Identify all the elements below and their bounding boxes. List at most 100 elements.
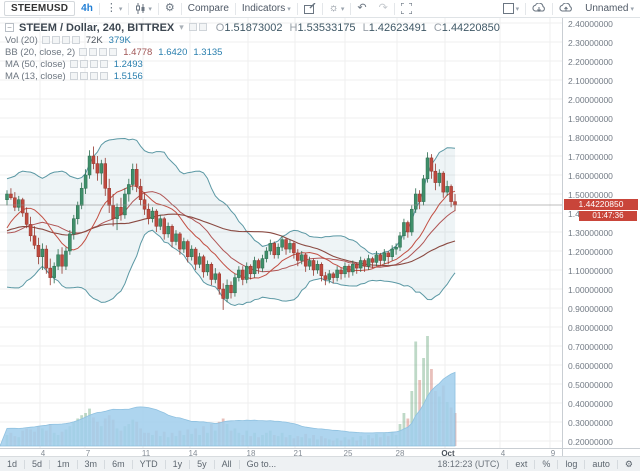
indicator-row: Vol (20) 72K 379K — [5, 34, 505, 46]
eye-icon[interactable] — [69, 60, 78, 68]
dots-vertical-icon: ⋮ — [105, 2, 117, 14]
range-button-1d[interactable]: 1d — [7, 459, 18, 469]
symbol-input[interactable]: STEEMUSD — [4, 1, 76, 16]
indicator-name[interactable]: Vol (20) — [5, 34, 38, 46]
eye-icon[interactable] — [41, 36, 50, 44]
fullscreen-icon — [400, 3, 412, 14]
divider — [213, 459, 215, 469]
redo-button[interactable]: ↷ — [373, 0, 394, 17]
indicator-values: 1.4778 1.6420 1.3135 — [123, 47, 228, 58]
chart-style-button[interactable]: ▾ — [129, 0, 158, 17]
divider — [164, 459, 166, 469]
divider — [616, 459, 618, 469]
settings-icon[interactable] — [79, 72, 88, 80]
divider — [296, 2, 298, 15]
eye-icon[interactable] — [79, 48, 88, 56]
redo-icon: ↷ — [378, 2, 388, 14]
publish-idea-button[interactable] — [298, 0, 322, 17]
close-icon[interactable] — [109, 48, 118, 56]
fullscreen-button[interactable] — [395, 0, 418, 17]
settings-icon[interactable] — [89, 48, 98, 56]
eye-icon[interactable] — [188, 22, 197, 31]
range-button-6m[interactable]: 6m — [112, 459, 125, 469]
bulb-icon: ☼ — [328, 2, 339, 14]
close-icon[interactable] — [99, 60, 108, 68]
scale-option-auto[interactable]: auto — [592, 459, 610, 469]
divider — [128, 2, 130, 15]
undo-icon: ↶ — [357, 2, 367, 14]
price-axis-label: 1.30000000 — [568, 227, 613, 238]
scale-option-%[interactable]: % — [542, 459, 551, 469]
range-button-YTD[interactable]: YTD — [139, 459, 158, 469]
indicator-name[interactable]: MA (13, close) — [5, 70, 66, 82]
price-axis-label: 2.10000000 — [568, 75, 613, 86]
time-axis-label: 7 — [85, 449, 91, 458]
indicator-value: 379K — [108, 34, 131, 46]
layout-name-button[interactable]: Unnamed ▾ — [579, 3, 640, 14]
indicators-label: Indicators — [241, 3, 286, 14]
indicator-value: 1.4778 — [123, 46, 153, 58]
chevron-down-icon: ▾ — [340, 5, 345, 13]
chart-legend: − STEEM / Dollar, 240, BITTREX ▾ O1.5187… — [5, 21, 505, 82]
add-icon[interactable] — [89, 72, 98, 80]
divider — [189, 459, 191, 469]
price-axis-label: 0.90000000 — [568, 303, 613, 314]
price-axis-label: 0.60000000 — [568, 360, 613, 371]
scale-option-ext[interactable]: ext — [515, 459, 528, 469]
time-axis-label: 14 — [188, 449, 198, 458]
chart-canvas[interactable] — [0, 18, 562, 448]
interval-button[interactable]: 4h — [81, 3, 93, 14]
time-axis-label: 4 — [40, 449, 46, 458]
undo-button[interactable]: ↶ — [351, 0, 372, 17]
price-axis-label: 0.40000000 — [568, 398, 613, 409]
chart-properties-button[interactable]: ⚙ — [159, 0, 181, 17]
goto-button[interactable]: Go to... — [246, 459, 277, 469]
current-price-tag: 1.44220850 — [564, 199, 638, 211]
chevron-down-icon: ▾ — [148, 5, 152, 13]
eye-icon[interactable] — [69, 72, 78, 80]
indicator-name[interactable]: MA (50, close) — [5, 58, 66, 70]
price-axis-label: 2.30000000 — [568, 37, 613, 48]
close-icon[interactable] — [71, 36, 80, 44]
time-axis[interactable]: 4 7 11 14 18 21 25 28 Oct 4 9 — [0, 448, 562, 458]
compare-button[interactable]: Compare — [187, 3, 229, 14]
indicator-value: 1.2493 — [113, 58, 143, 70]
symbol-title[interactable]: STEEM / Dollar, 240, BITTREX — [19, 21, 175, 34]
range-button-1y[interactable]: 1y — [172, 459, 183, 469]
range-button-3m[interactable]: 3m — [84, 459, 98, 469]
layout-select-button[interactable]: ▾ — [497, 3, 526, 14]
price-axis-label: 1.20000000 — [568, 246, 613, 257]
add-icon[interactable] — [99, 48, 108, 56]
clock-label[interactable]: 18:12:23 (UTC) — [437, 459, 500, 469]
price-axis-label: 1.80000000 — [568, 132, 613, 143]
divider — [234, 2, 236, 15]
range-button-1m[interactable]: 1m — [57, 459, 70, 469]
indicator-values: 72K 379K — [86, 35, 137, 46]
close-icon[interactable] — [99, 72, 108, 80]
price-axis[interactable]: 1.44220850 01:47:36 2.40000000 2.30000000… — [562, 18, 640, 448]
interval-menu-button[interactable]: ⋮ ▾ — [100, 0, 129, 17]
load-chart-button[interactable] — [526, 3, 552, 14]
settings-icon[interactable] — [198, 22, 207, 31]
range-button-All[interactable]: All — [221, 459, 232, 469]
divider — [104, 459, 106, 469]
settings-icon[interactable] — [51, 36, 60, 44]
indicator-name[interactable]: BB (20, close, 2) — [5, 46, 76, 58]
indicators-button[interactable]: Indicators ▾ — [236, 0, 297, 17]
ideas-button[interactable]: ☼ ▾ — [323, 0, 351, 17]
range-button-5d[interactable]: 5d — [32, 459, 43, 469]
time-axis-label: 25 — [343, 449, 353, 458]
legend-more-icon[interactable]: ▾ — [179, 22, 184, 32]
indicator-value: 1.6420 — [158, 46, 188, 58]
legend-collapse-icon[interactable]: − — [5, 23, 14, 32]
add-icon[interactable] — [89, 60, 98, 68]
save-chart-button[interactable] — [553, 3, 579, 14]
gear-icon: ⚙ — [164, 2, 175, 14]
scale-option-log[interactable]: log — [565, 459, 578, 469]
add-icon[interactable] — [61, 36, 70, 44]
price-axis-label: 0.20000000 — [568, 436, 613, 447]
axis-settings-button[interactable]: ⚙ — [624, 458, 633, 469]
settings-icon[interactable] — [79, 60, 88, 68]
range-button-5y[interactable]: 5y — [197, 459, 207, 469]
